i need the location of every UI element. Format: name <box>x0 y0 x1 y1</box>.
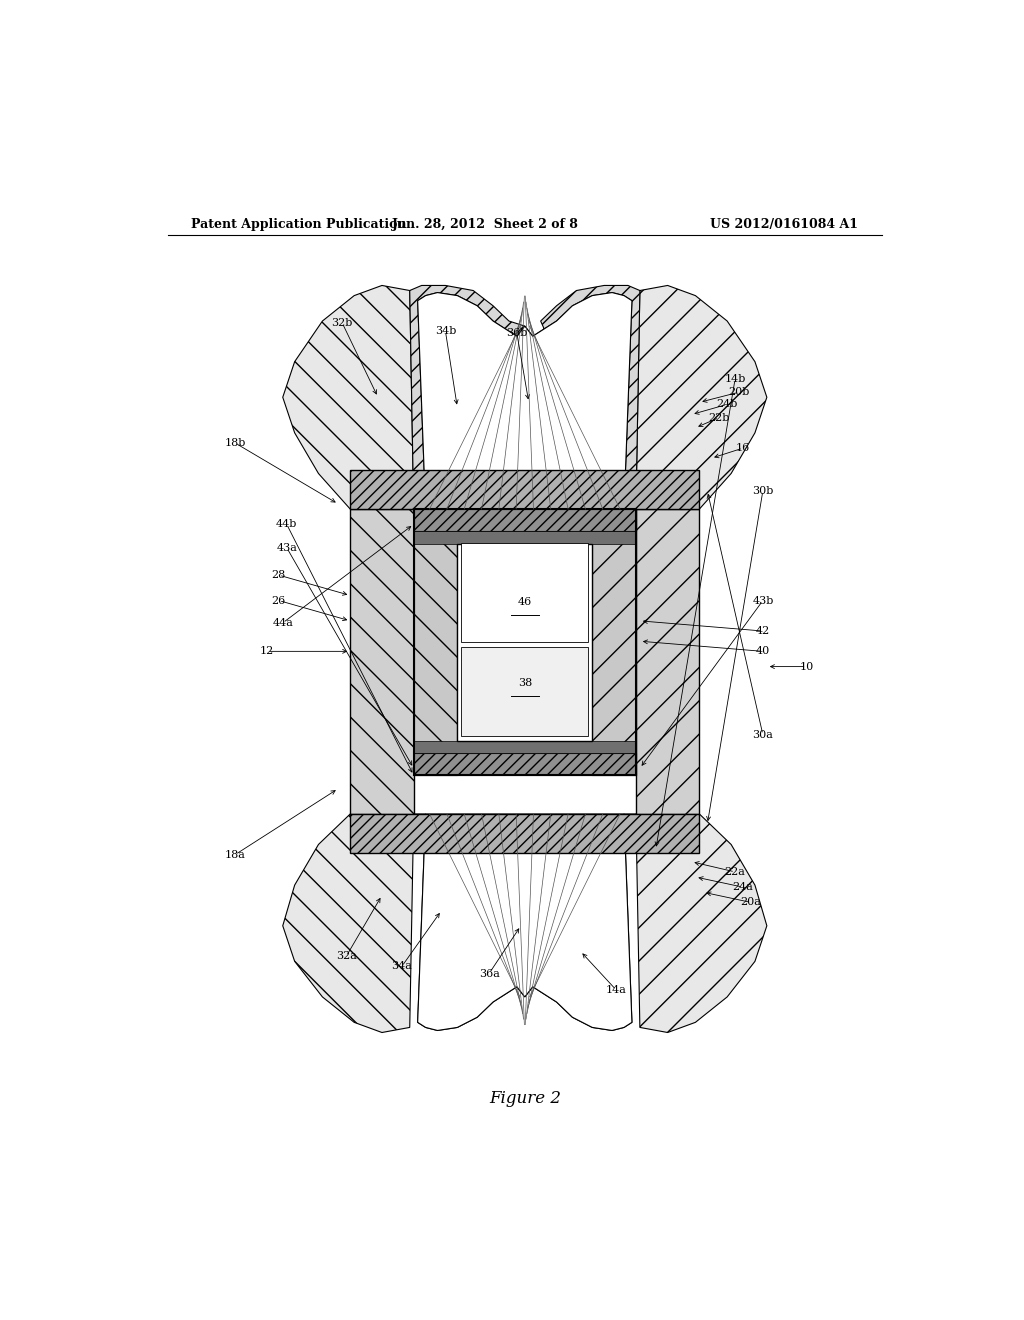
Text: Figure 2: Figure 2 <box>488 1090 561 1107</box>
Polygon shape <box>636 285 767 510</box>
Text: 38: 38 <box>518 678 531 688</box>
Polygon shape <box>636 814 767 1032</box>
Polygon shape <box>414 814 524 1031</box>
Bar <box>636 510 699 814</box>
Text: 30a: 30a <box>753 730 773 739</box>
Bar <box>414 752 636 775</box>
Text: 34b: 34b <box>435 326 456 337</box>
Text: 42: 42 <box>756 626 770 636</box>
Text: 10: 10 <box>800 661 814 672</box>
Bar <box>414 532 636 544</box>
Polygon shape <box>410 285 524 510</box>
Text: 36b: 36b <box>506 329 527 338</box>
Bar <box>414 510 636 532</box>
Text: 12: 12 <box>260 647 274 656</box>
Text: 40: 40 <box>756 647 770 656</box>
Text: 30b: 30b <box>753 486 773 496</box>
Text: 34a: 34a <box>391 961 413 972</box>
Polygon shape <box>418 293 632 510</box>
Bar <box>461 647 588 735</box>
Text: Jun. 28, 2012  Sheet 2 of 8: Jun. 28, 2012 Sheet 2 of 8 <box>392 218 579 231</box>
Text: 20a: 20a <box>740 898 762 907</box>
Text: 32a: 32a <box>336 952 356 961</box>
Bar <box>414 741 636 752</box>
Polygon shape <box>283 814 414 1032</box>
Text: 16: 16 <box>736 444 751 453</box>
Bar <box>350 510 414 814</box>
Text: 46: 46 <box>518 597 531 607</box>
Bar <box>414 510 636 775</box>
Bar <box>350 470 699 510</box>
Text: 43b: 43b <box>753 595 773 606</box>
Text: 18b: 18b <box>224 438 246 447</box>
Polygon shape <box>524 814 636 1031</box>
Bar <box>461 544 588 642</box>
Text: 26: 26 <box>271 595 286 606</box>
Polygon shape <box>283 285 414 510</box>
Text: 24a: 24a <box>732 882 754 892</box>
Text: 28: 28 <box>271 570 286 579</box>
Polygon shape <box>418 814 632 1031</box>
Text: 14a: 14a <box>605 985 627 995</box>
Bar <box>458 544 592 741</box>
Text: 44a: 44a <box>272 618 293 628</box>
Text: 20b: 20b <box>728 387 750 397</box>
Text: 36a: 36a <box>478 969 500 978</box>
Text: 18a: 18a <box>224 850 246 859</box>
Text: 22b: 22b <box>709 413 730 422</box>
Text: 24b: 24b <box>717 400 738 409</box>
Text: 43a: 43a <box>276 543 297 553</box>
Bar <box>592 510 636 775</box>
Bar <box>414 510 458 775</box>
Polygon shape <box>524 285 640 510</box>
Bar <box>350 814 699 853</box>
Text: 22a: 22a <box>725 867 745 876</box>
Text: 44b: 44b <box>276 519 297 529</box>
Text: Patent Application Publication: Patent Application Publication <box>191 218 407 231</box>
Text: 32b: 32b <box>332 318 353 329</box>
Text: US 2012/0161084 A1: US 2012/0161084 A1 <box>710 218 858 231</box>
Text: 14b: 14b <box>724 374 745 384</box>
